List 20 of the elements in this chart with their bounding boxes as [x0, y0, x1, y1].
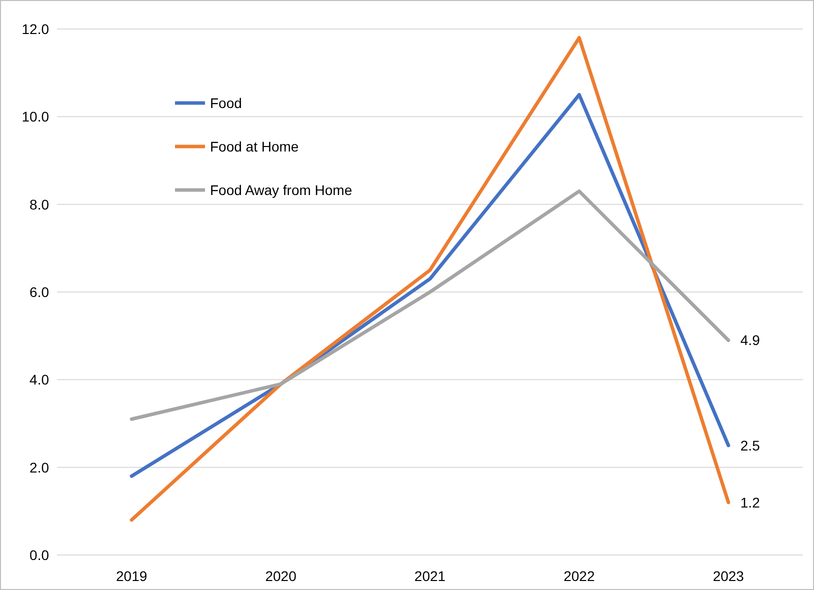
data-label: 1.2	[740, 494, 760, 510]
y-tick-label: 0.0	[30, 547, 50, 563]
y-tick-label: 8.0	[30, 196, 50, 212]
legend-label: Food Away from Home	[210, 182, 352, 198]
x-tick-label: 2020	[265, 568, 297, 584]
line-series	[130, 36, 730, 522]
x-tick-label: 2023	[712, 568, 744, 584]
line-series	[130, 93, 730, 478]
y-tick-label: 4.0	[30, 372, 50, 388]
x-tick-label: 2022	[564, 568, 595, 584]
x-tick-label: 2019	[116, 568, 148, 584]
y-tick-label: 2.0	[30, 459, 50, 476]
data-label: 2.5	[740, 437, 760, 454]
data-label: 4.9	[740, 332, 760, 348]
x-tick-label: 2021	[414, 568, 446, 584]
y-tick-label: 12.0	[22, 21, 50, 37]
y-tick-label: 6.0	[30, 284, 50, 300]
y-tick-label: 10.0	[22, 108, 50, 125]
legend-label: Food	[210, 95, 242, 111]
legend-label: Food at Home	[210, 138, 299, 154]
